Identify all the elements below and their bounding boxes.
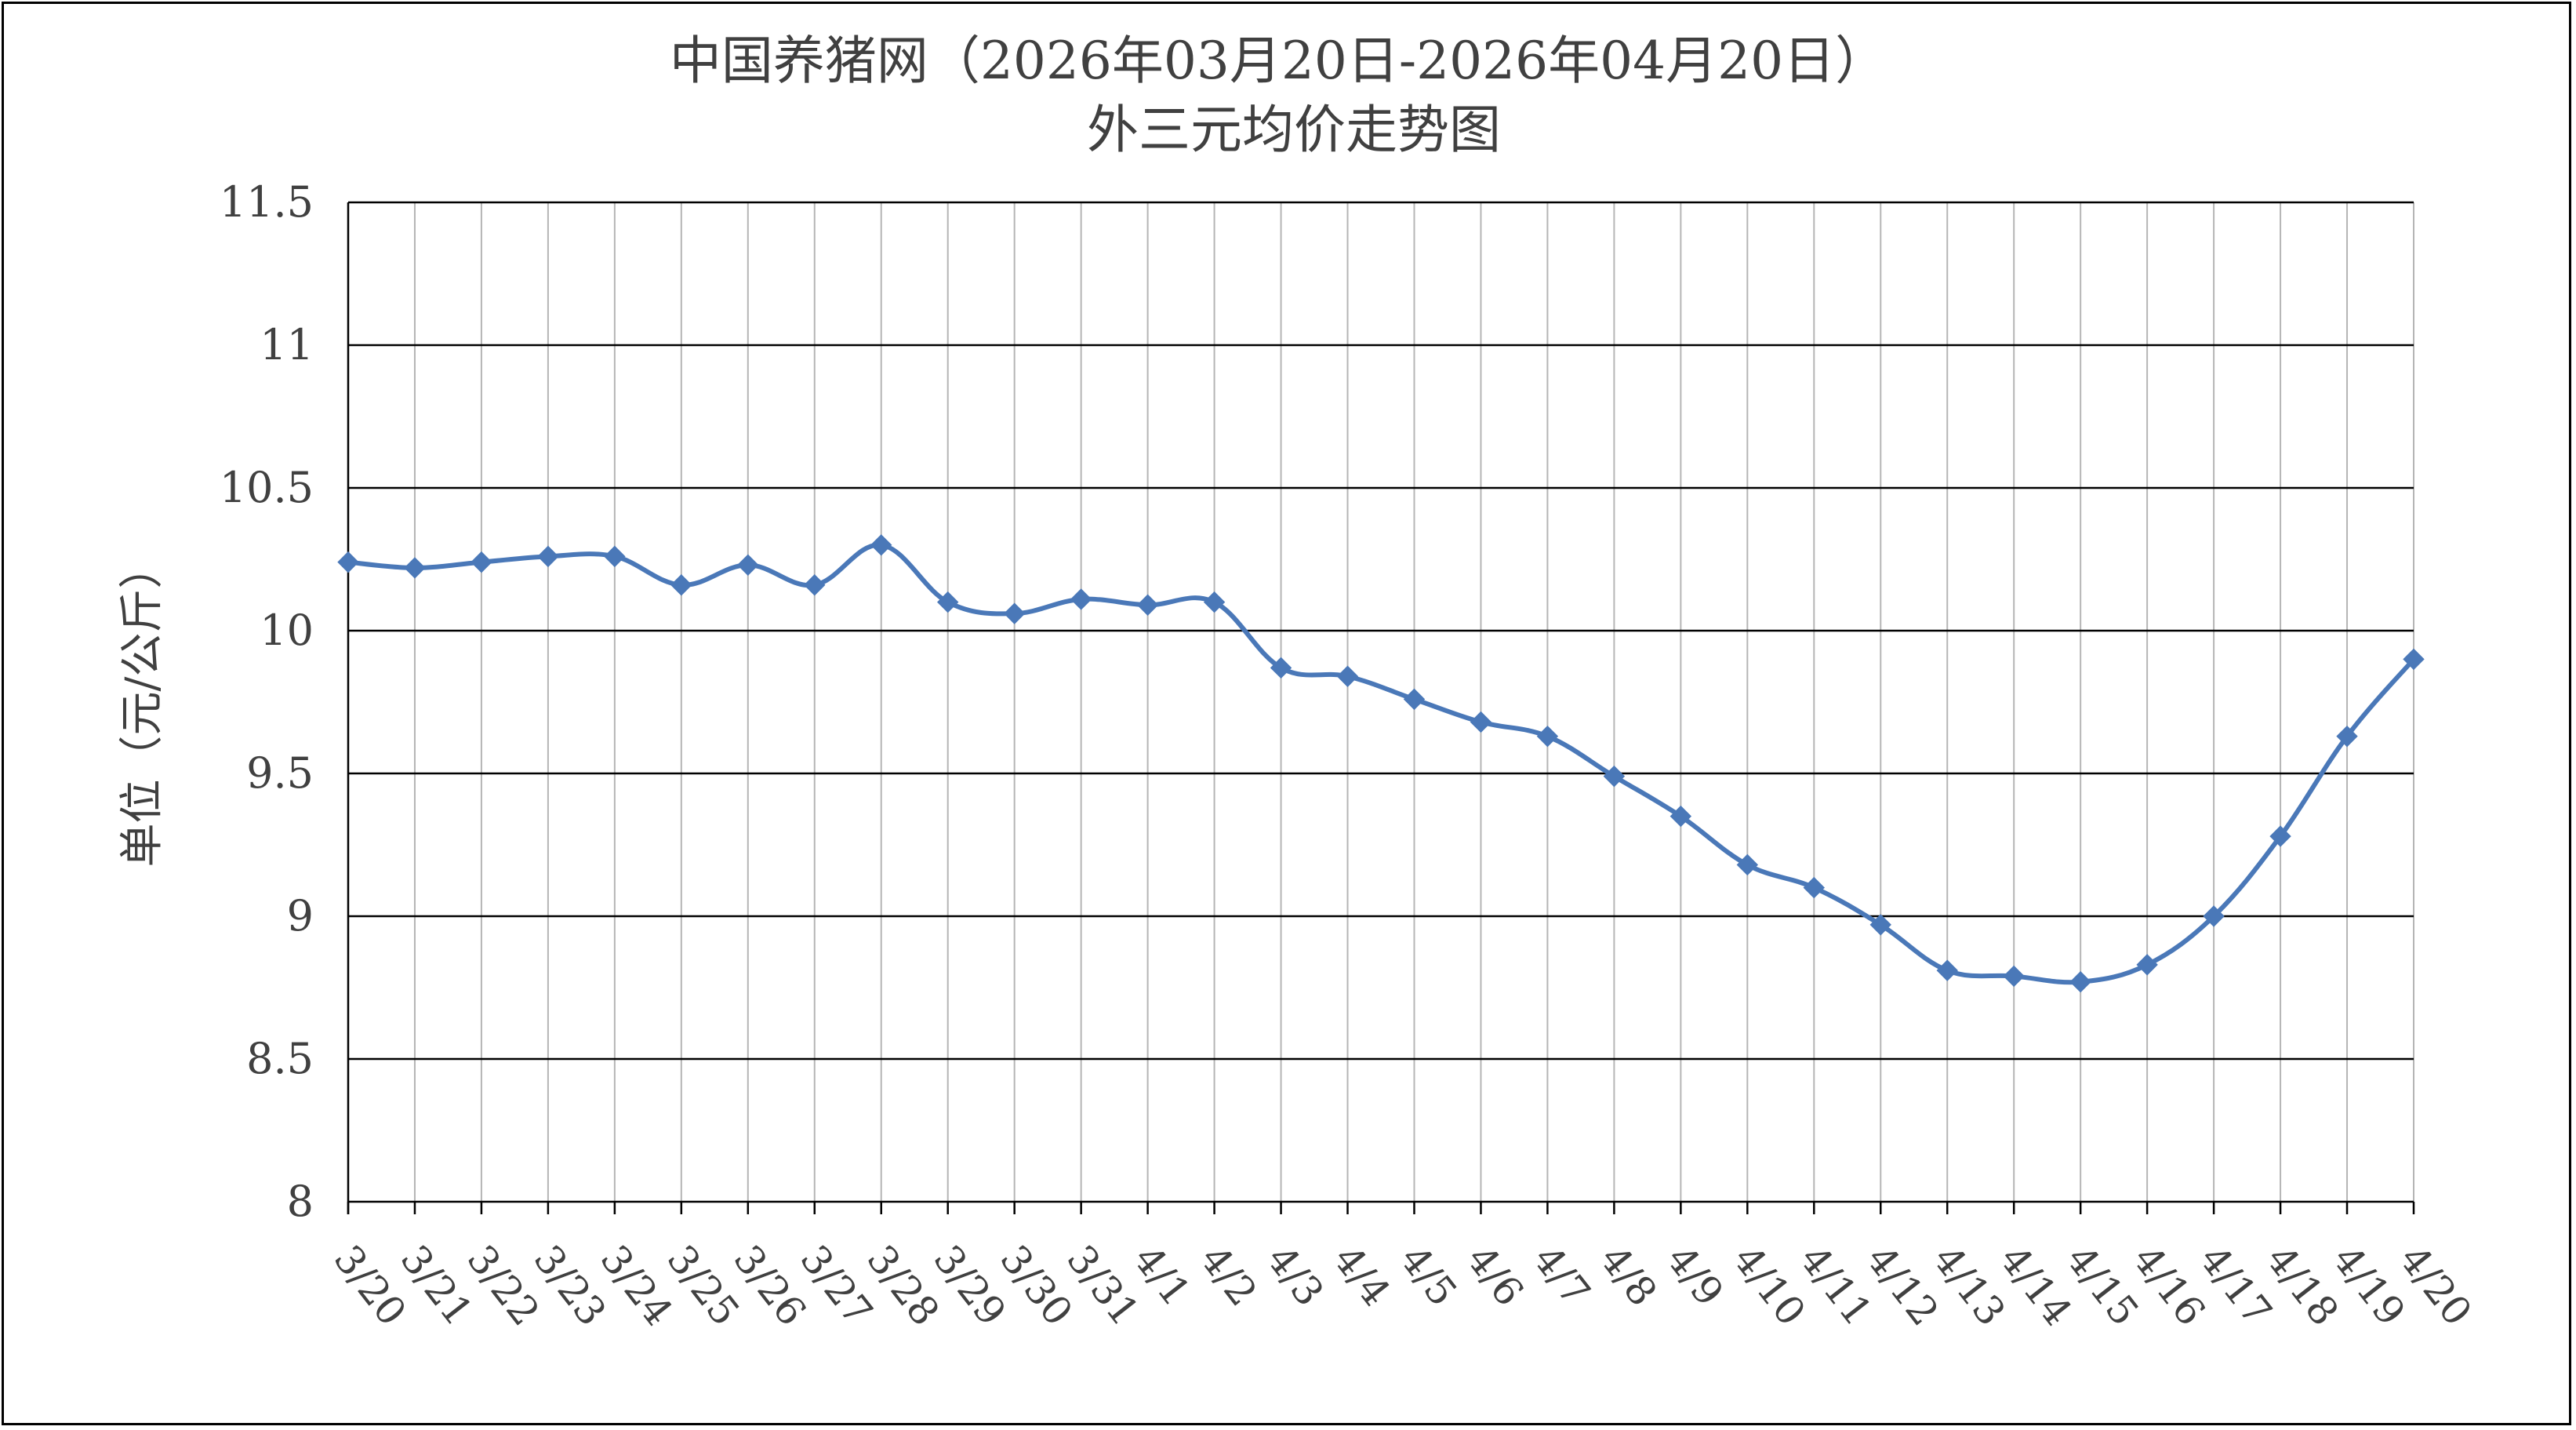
x-tick-label: 3/20 <box>325 1237 416 1334</box>
x-tick-label: 4/11 <box>1791 1237 1881 1334</box>
x-tick-label: 4/6 <box>1458 1237 1532 1315</box>
x-tick-label: 3/27 <box>791 1237 881 1334</box>
x-tick-label: 4/18 <box>2258 1237 2348 1334</box>
x-tick-label: 3/21 <box>392 1237 482 1334</box>
x-tick-label: 4/5 <box>1391 1237 1466 1315</box>
data-point <box>1403 688 1426 711</box>
y-tick-label: 8.5 <box>246 1034 314 1083</box>
y-axis-label: 单位（元/公斤） <box>117 545 168 868</box>
data-point <box>2003 965 2025 988</box>
y-tick-label: 11 <box>260 320 314 369</box>
data-point <box>1869 914 1891 936</box>
x-tick-label: 4/10 <box>1724 1237 1815 1334</box>
data-point <box>870 534 892 556</box>
y-tick-label: 11.5 <box>220 177 314 227</box>
x-tick-label: 4/15 <box>2058 1237 2148 1334</box>
data-point <box>604 545 626 568</box>
data-point <box>471 551 492 573</box>
y-tick-label: 9 <box>287 891 314 941</box>
x-tick-label: 4/19 <box>2324 1237 2414 1334</box>
data-point <box>2203 905 2225 927</box>
data-point <box>1536 725 1559 748</box>
series-line <box>347 542 2416 985</box>
x-tick-label: 3/31 <box>1058 1237 1148 1334</box>
data-point <box>1203 591 1226 613</box>
data-point <box>537 545 559 568</box>
x-tick-label: 4/12 <box>1858 1237 1948 1334</box>
grid-layer <box>348 201 2414 1203</box>
data-point <box>804 574 826 596</box>
x-tick-label: 3/30 <box>991 1237 1081 1334</box>
data-point <box>1270 657 1292 679</box>
data-point <box>1736 853 1759 876</box>
x-tick-label: 4/17 <box>2191 1237 2281 1334</box>
data-point <box>1003 602 1026 624</box>
data-point <box>1803 876 1825 899</box>
data-point <box>2069 971 2091 993</box>
y-tick-label: 9.5 <box>246 748 314 798</box>
x-tick-label: 3/24 <box>591 1237 681 1334</box>
data-point <box>404 557 426 579</box>
x-tick-label: 4/9 <box>1658 1237 1732 1315</box>
y-tick-label: 10 <box>260 606 314 655</box>
data-point <box>1070 588 1092 610</box>
x-tick-label: 3/23 <box>525 1237 615 1334</box>
data-point <box>1336 665 1359 687</box>
x-tick-label: 4/16 <box>2124 1237 2214 1334</box>
data-point <box>2403 648 2425 671</box>
data-point <box>737 554 759 576</box>
data-point <box>1669 805 1692 828</box>
data-point <box>2336 725 2358 748</box>
data-point <box>670 574 692 596</box>
x-tick-label: 3/22 <box>458 1237 548 1334</box>
data-point <box>2269 825 2291 847</box>
x-tick-label: 4/8 <box>1591 1237 1666 1315</box>
y-tick-label: 8 <box>287 1177 314 1226</box>
axis-layer <box>347 202 2415 1214</box>
y-tick-label: 10.5 <box>220 463 314 512</box>
x-tick-label: 3/25 <box>658 1237 748 1334</box>
x-tick-label: 3/29 <box>925 1237 1015 1334</box>
data-point <box>937 591 959 613</box>
x-tick-label: 3/26 <box>725 1237 815 1334</box>
chart-title: 中国养猪网（2026年03月20日-2026年04月20日） <box>670 31 1887 91</box>
tick-layer: 11.5 11 10.5 10 9.5 9 8.5 83/203/213/223/233/24… <box>220 177 2481 1334</box>
x-tick-label: 4/4 <box>1324 1237 1399 1315</box>
x-tick-label: 4/7 <box>1524 1237 1599 1315</box>
x-tick-label: 3/28 <box>858 1237 948 1334</box>
series-layer <box>337 534 2425 993</box>
data-point <box>2136 954 2158 976</box>
x-tick-label: 4/13 <box>1924 1237 2015 1334</box>
data-point <box>337 551 359 573</box>
data-point <box>1603 765 1626 788</box>
data-point <box>1470 711 1492 733</box>
x-tick-label: 4/3 <box>1258 1237 1332 1315</box>
x-tick-label: 4/2 <box>1191 1237 1266 1315</box>
chart-subtitle: 外三元均价走势图 <box>1087 100 1501 160</box>
data-point <box>1136 594 1159 616</box>
x-tick-label: 4/14 <box>1991 1237 2081 1334</box>
x-tick-label: 4/20 <box>2391 1237 2481 1334</box>
data-point <box>1936 959 1958 981</box>
